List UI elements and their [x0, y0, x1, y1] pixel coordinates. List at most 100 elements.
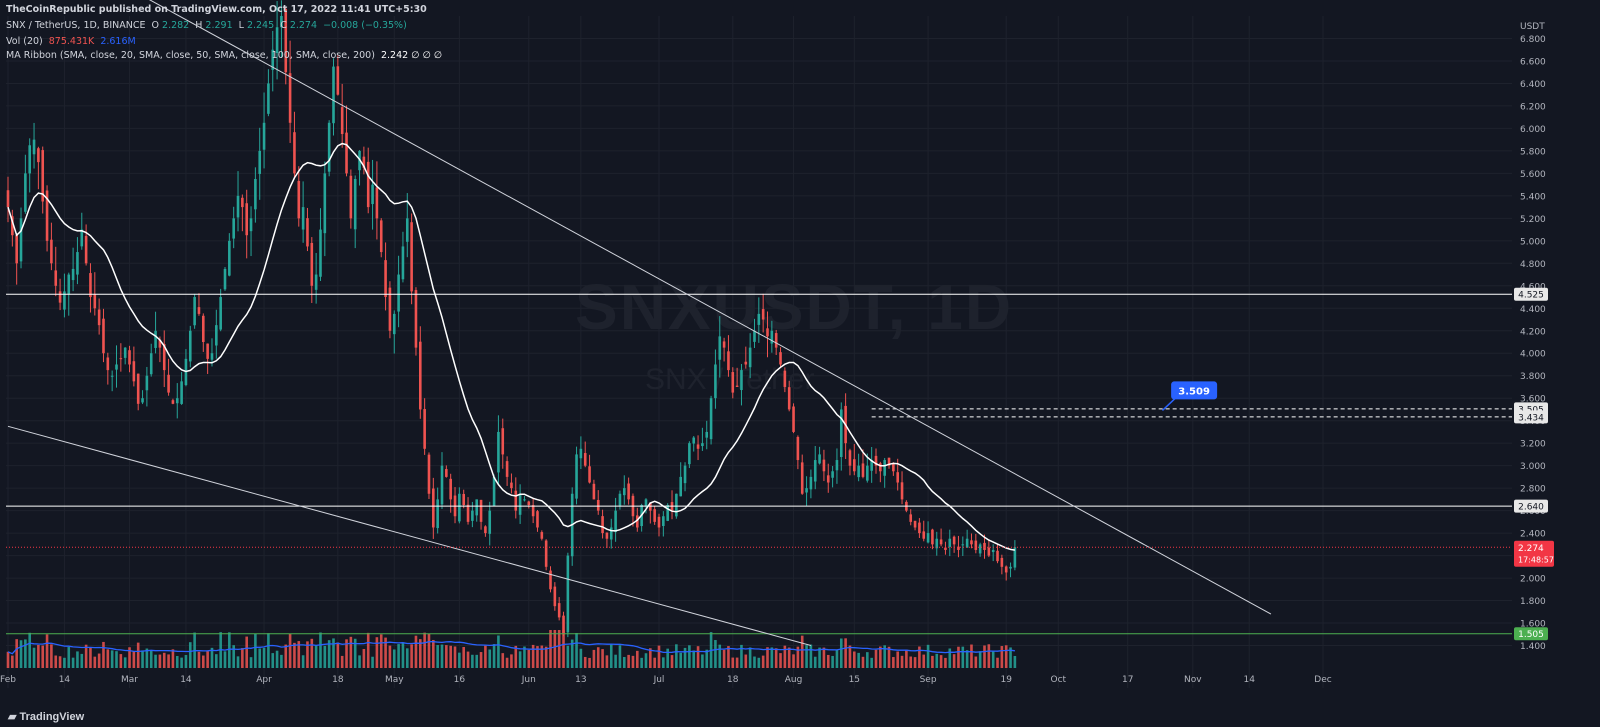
candle-body	[128, 350, 131, 365]
volume-bar	[640, 657, 643, 668]
time-tick-label: May	[385, 675, 404, 685]
candle-body	[388, 287, 392, 331]
level-label-text: 3.434	[1518, 413, 1544, 423]
volume-bar	[501, 653, 505, 668]
volume-bar	[128, 647, 131, 668]
price-tick-label: 3.600	[1520, 395, 1546, 405]
candle-body	[909, 514, 913, 522]
symbol-title[interactable]: SNX / TetherUS, 1D, BINANCE	[6, 20, 146, 31]
level-label-box	[1514, 627, 1548, 641]
volume-bar	[492, 644, 496, 668]
candle-body	[336, 66, 340, 95]
candle-body	[288, 73, 292, 123]
volume-bar	[909, 656, 913, 668]
candle-body	[926, 533, 930, 543]
volume-bar	[249, 657, 253, 668]
volume-bar	[892, 657, 895, 668]
volume-bar	[996, 657, 999, 668]
volume-bar	[1009, 647, 1012, 668]
candle-body	[792, 406, 795, 432]
candle-body	[223, 268, 227, 290]
candle-body	[405, 218, 409, 242]
candle-body	[37, 148, 40, 163]
candle-body	[392, 313, 396, 335]
volume-bar	[805, 645, 808, 668]
candle-body	[280, 16, 283, 28]
legend-ma-row: MA Ribbon (SMA, close, 20, SMA, close, 5…	[6, 50, 445, 62]
candle-body	[271, 49, 275, 70]
volume-bar	[731, 657, 735, 668]
candle-body	[206, 343, 209, 359]
candle-body	[918, 522, 921, 534]
ma-ribbon-values: 2.242 ∅ ∅ ∅	[380, 50, 443, 61]
candle-body	[722, 341, 726, 348]
ohlc-l-label: L	[238, 20, 244, 31]
volume-bar	[445, 645, 448, 668]
price-tick-label: 6.800	[1520, 35, 1546, 45]
volume-bar	[514, 645, 518, 668]
volume-label[interactable]: Vol (20)	[6, 36, 43, 47]
candle-body	[874, 455, 878, 466]
candle-body	[866, 465, 869, 481]
volume-bar	[718, 644, 722, 668]
volume-bar	[440, 644, 444, 668]
volume-bar	[818, 647, 821, 668]
volume-bar	[223, 651, 227, 668]
volume-bar	[84, 644, 88, 668]
candle-body	[618, 493, 622, 506]
volume-bar	[727, 646, 730, 668]
candle-body	[913, 520, 917, 528]
volume-bar	[423, 632, 426, 668]
volume-bar	[401, 642, 405, 668]
volume-bar	[154, 654, 157, 668]
candle-body	[275, 27, 279, 53]
candle-body	[258, 150, 262, 174]
volume-bar	[557, 630, 561, 668]
volume-bar	[58, 656, 62, 668]
volume-bar	[770, 647, 774, 668]
volume-bar	[540, 645, 544, 668]
volume-bar	[471, 654, 474, 668]
volume-bar	[662, 657, 665, 668]
volume-bar	[167, 654, 170, 668]
volume-bar	[553, 630, 557, 668]
candle-body	[523, 499, 526, 501]
candle-body	[679, 476, 682, 497]
candle-body	[935, 538, 939, 549]
candle-body	[653, 509, 656, 522]
candle-body	[562, 615, 565, 635]
candle-body	[501, 428, 505, 455]
candle-body	[553, 586, 557, 607]
candle-body	[805, 488, 808, 493]
level-label-text: 4.525	[1518, 291, 1544, 301]
time-tick-label: 17	[1122, 675, 1133, 685]
price-tick-label: 6.600	[1520, 57, 1546, 67]
callout-label: 3.509	[1178, 386, 1210, 397]
candle-body	[575, 454, 578, 499]
candle-body	[622, 488, 626, 496]
volume-bar	[527, 649, 531, 668]
volume-bar	[466, 651, 470, 668]
volume-bar	[366, 632, 370, 668]
candle-body	[892, 464, 895, 472]
candle-body	[952, 536, 956, 545]
candle-body	[54, 270, 58, 286]
candle-body	[774, 333, 778, 348]
candle-body	[835, 460, 839, 471]
level-label-box	[1514, 499, 1548, 513]
tradingview-logo[interactable]: ▰ TradingView	[8, 710, 84, 723]
candle-body	[188, 330, 192, 362]
volume-bar	[45, 634, 49, 668]
candle-body	[379, 220, 383, 253]
candle-body	[761, 309, 765, 320]
price-tick-label: 5.200	[1520, 215, 1546, 225]
volume-bar	[284, 644, 288, 668]
volume-bar	[848, 645, 852, 668]
ma-ribbon-label[interactable]: MA Ribbon (SMA, close, 20, SMA, close, 5…	[6, 50, 375, 61]
price-tick-label: 3.800	[1520, 372, 1546, 382]
candle-body	[544, 540, 548, 567]
candle-body	[887, 457, 891, 466]
candle-body	[67, 274, 71, 295]
